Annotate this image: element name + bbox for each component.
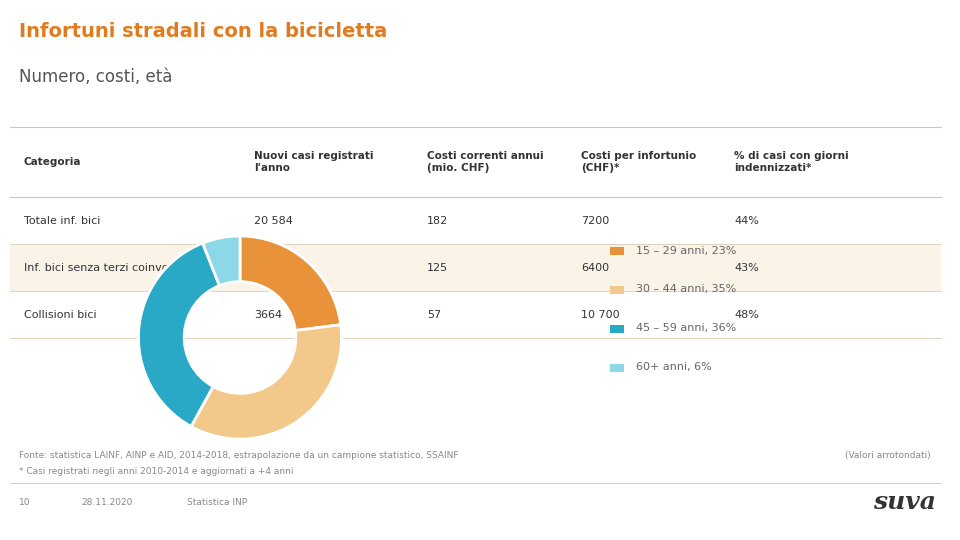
FancyBboxPatch shape	[10, 197, 941, 244]
Text: Numero, costi, età: Numero, costi, età	[19, 68, 173, 85]
Text: (Valori arrotondati): (Valori arrotondati)	[846, 451, 931, 460]
Text: * Casi registrati negli anni 2010-2014 e aggiornati a +4 anni: * Casi registrati negli anni 2010-2014 e…	[19, 467, 294, 476]
Text: Fonte: statistica LAINF, AINP e AID, 2014-2018, estrapolazione da un campione st: Fonte: statistica LAINF, AINP e AID, 201…	[19, 451, 459, 460]
Text: Collisioni bici: Collisioni bici	[24, 309, 97, 320]
Text: Statistica INP: Statistica INP	[187, 498, 248, 507]
Text: Costi correnti annui
(mio. CHF): Costi correnti annui (mio. CHF)	[427, 151, 543, 173]
Text: 10: 10	[19, 498, 31, 507]
Text: Categoria: Categoria	[24, 157, 82, 167]
Wedge shape	[240, 236, 341, 330]
Text: 45 – 59 anni, 36%: 45 – 59 anni, 36%	[636, 323, 735, 333]
Text: 10 700: 10 700	[581, 309, 619, 320]
Text: 15 – 29 anni, 23%: 15 – 29 anni, 23%	[636, 246, 736, 255]
Text: suva: suva	[873, 490, 936, 514]
Text: 43%: 43%	[734, 262, 759, 273]
Text: Infortuni stradali con la bicicletta: Infortuni stradali con la bicicletta	[19, 22, 388, 40]
Wedge shape	[138, 243, 220, 427]
FancyBboxPatch shape	[610, 286, 624, 294]
Text: 182: 182	[427, 215, 448, 226]
Text: % di casi con giorni
indennizzati*: % di casi con giorni indennizzati*	[734, 151, 849, 173]
FancyBboxPatch shape	[610, 247, 624, 255]
Text: 7200: 7200	[581, 215, 609, 226]
Text: 60+ anni, 6%: 60+ anni, 6%	[636, 362, 711, 372]
Text: Nuovi casi registrati
l'anno: Nuovi casi registrati l'anno	[254, 151, 373, 173]
Wedge shape	[191, 325, 342, 439]
Wedge shape	[203, 236, 240, 286]
Text: 6400: 6400	[581, 262, 609, 273]
FancyBboxPatch shape	[10, 291, 941, 338]
Text: 20 584: 20 584	[254, 215, 293, 226]
Text: Totale inf. bici: Totale inf. bici	[24, 215, 101, 226]
FancyBboxPatch shape	[610, 364, 624, 372]
Text: 57: 57	[427, 309, 442, 320]
Text: 30 – 44 anni, 35%: 30 – 44 anni, 35%	[636, 285, 735, 294]
FancyBboxPatch shape	[10, 244, 941, 291]
Text: 16 896: 16 896	[254, 262, 293, 273]
Text: Costi per infortunio
(CHF)*: Costi per infortunio (CHF)*	[581, 151, 696, 173]
Text: 125: 125	[427, 262, 448, 273]
FancyBboxPatch shape	[610, 325, 624, 333]
Text: 28.11.2020: 28.11.2020	[82, 498, 133, 507]
Text: Inf. bici senza terzi coinvolti: Inf. bici senza terzi coinvolti	[24, 262, 180, 273]
Text: 3664: 3664	[254, 309, 282, 320]
Text: 44%: 44%	[734, 215, 759, 226]
Text: 48%: 48%	[734, 309, 759, 320]
